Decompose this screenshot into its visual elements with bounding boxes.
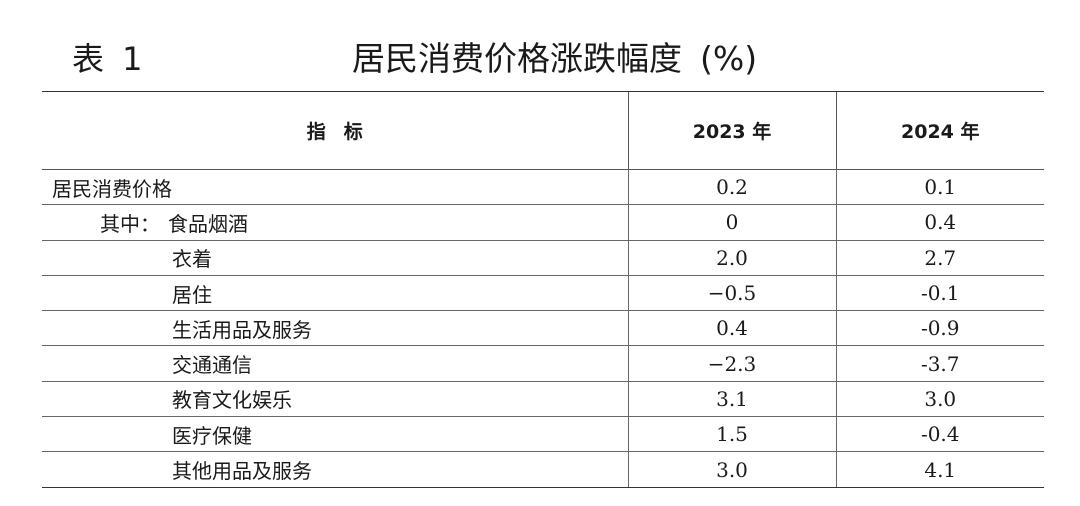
table-row: 医疗保健 1.5 -0.4 [42, 416, 1044, 453]
row-indicator-cell: 其中： 食品烟酒 [42, 204, 628, 241]
row-prefix: 其中： [100, 211, 160, 236]
row-indicator-name: 食品烟酒 [168, 211, 248, 236]
table-title: 居民消费价格涨跌幅度 (%) [352, 32, 757, 80]
value-2023-cell: 3.0 [627, 451, 836, 488]
header-indicator: 指标 [42, 91, 628, 170]
cpi-change-table: 指标 2023 年 2024 年 居民消费价格 0.2 0.1 其中： 食品烟酒 0 0.4… [42, 91, 1044, 488]
header-2023: 2023 年 [627, 91, 836, 170]
row-indicator-cell: 教育文化娱乐 [42, 381, 628, 418]
table-row: 居住 −0.5 -0.1 [42, 275, 1044, 312]
table-row: 生活用品及服务 0.4 -0.9 [42, 310, 1044, 347]
table-title-unit: (%) [700, 39, 758, 78]
value-2024-cell: -0.4 [835, 416, 1044, 453]
table-number-label: 表 1 [72, 40, 147, 78]
value-2023-cell: 0 [627, 204, 836, 241]
table-row: 衣着 2.0 2.7 [42, 240, 1044, 276]
row-indicator-name: 衣着 [172, 247, 212, 272]
row-indicator-cell: 居民消费价格 [42, 169, 628, 206]
table-row: 其中： 食品烟酒 0 0.4 [42, 204, 1044, 241]
table-row: 其他用品及服务 3.0 4.1 [42, 451, 1044, 488]
row-indicator-cell: 其他用品及服务 [42, 451, 628, 488]
row-indicator-name: 其他用品及服务 [172, 459, 312, 484]
row-indicator-name: 生活用品及服务 [172, 317, 312, 342]
row-indicator-cell: 衣着 [42, 240, 628, 276]
row-indicator-cell: 居住 [42, 275, 628, 312]
value-2024-cell: 0.4 [835, 204, 1044, 241]
row-indicator-cell: 医疗保健 [42, 416, 628, 453]
row-indicator-name: 教育文化娱乐 [172, 388, 292, 413]
row-indicator-name: 交通通信 [172, 353, 252, 378]
row-indicator-name: 医疗保健 [172, 423, 252, 448]
table-row: 教育文化娱乐 3.1 3.0 [42, 381, 1044, 418]
row-indicator-cell: 交通通信 [42, 345, 628, 382]
row-indicator-cell: 生活用品及服务 [42, 310, 628, 347]
row-indicator-name: 居民消费价格 [52, 176, 172, 201]
value-2024-cell: 0.1 [835, 169, 1044, 206]
value-2023-cell: −0.5 [627, 275, 836, 312]
value-2023-cell: 1.5 [627, 416, 836, 453]
table-body: 居民消费价格 0.2 0.1 其中： 食品烟酒 0 0.4 衣着 2.0 2.7 居住 −0.5 -0.… [42, 169, 1044, 488]
value-2024-cell: 2.7 [835, 240, 1044, 276]
value-2023-cell: 2.0 [627, 240, 836, 276]
value-2024-cell: -0.9 [835, 310, 1044, 347]
value-2023-cell: 0.2 [627, 169, 836, 206]
table-row: 交通通信 −2.3 -3.7 [42, 345, 1044, 382]
value-2023-cell: 3.1 [627, 381, 836, 418]
value-2024-cell: 3.0 [835, 381, 1044, 418]
value-2024-cell: 4.1 [835, 451, 1044, 488]
row-indicator-name: 居住 [172, 282, 212, 307]
table-header-row: 指标 2023 年 2024 年 [42, 91, 1044, 170]
header-2024: 2024 年 [835, 91, 1044, 170]
table-title-text: 居民消费价格涨跌幅度 [352, 39, 682, 78]
table-row: 居民消费价格 0.2 0.1 [42, 169, 1044, 206]
value-2023-cell: 0.4 [627, 310, 836, 347]
value-2023-cell: −2.3 [627, 345, 836, 382]
value-2024-cell: -0.1 [835, 275, 1044, 312]
value-2024-cell: -3.7 [835, 345, 1044, 382]
